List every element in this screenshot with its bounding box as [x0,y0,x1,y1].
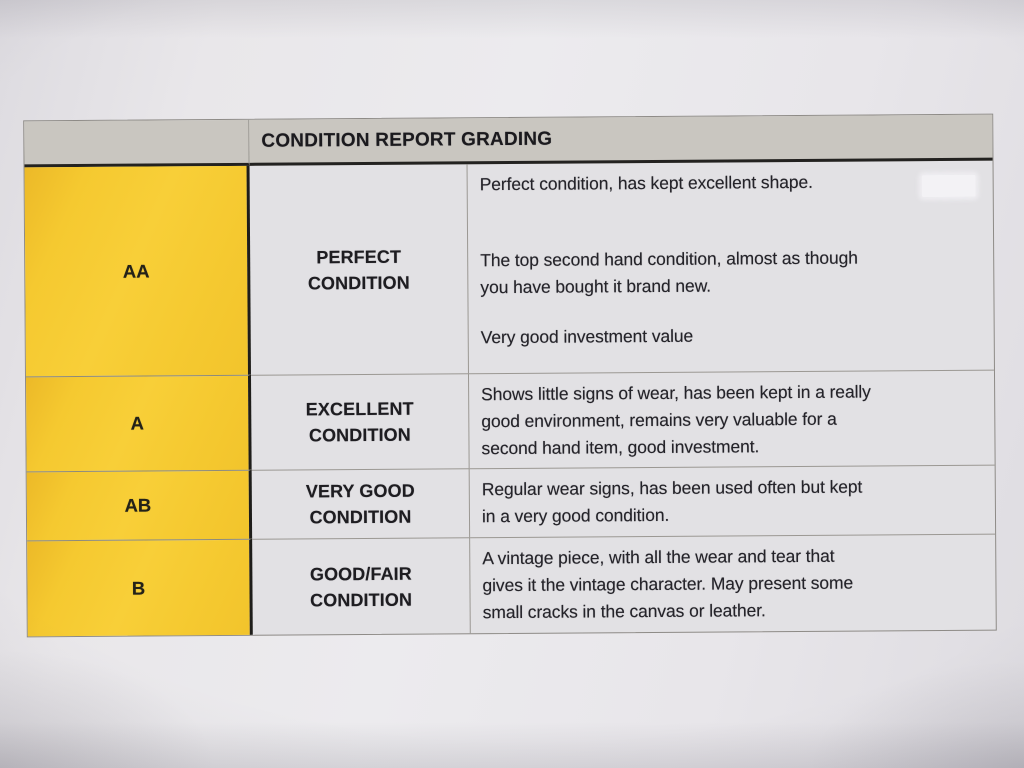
condition-cell-perfect: PERFECT CONDITION [249,164,469,375]
description-cell-b: A vintage piece, with all the wear and t… [470,533,996,634]
grade-label-ab: AB [124,494,152,516]
condition-label-perfect: PERFECT CONDITION [307,246,410,293]
header-spacer-cell [24,119,250,168]
condition-label-excellent: EXCELLENT CONDITION [305,398,414,446]
condition-cell-good-fair: GOOD/FAIR CONDITION [252,537,471,635]
condition-label-very-good: VERY GOOD CONDITION [305,480,415,528]
grade-cell-aa: AA [24,165,251,377]
description-cell-ab: Regular wear signs, has been used often … [469,464,996,538]
condition-cell-very-good: VERY GOOD CONDITION [251,468,471,539]
grade-cell-ab: AB [26,469,253,541]
condition-label-good-fair: GOOD/FAIR CONDITION [309,563,413,610]
condition-cell-excellent: EXCELLENT CONDITION [250,373,470,470]
description-paragraph: Shows little signs of wear, has been kep… [481,381,871,459]
description-paragraph: Perfect condition, has kept excellent sh… [479,171,813,195]
table-title: CONDITION REPORT GRADING [249,114,993,166]
grade-cell-a: A [25,374,252,472]
grade-label-b: B [131,577,146,599]
grade-cell-b: B [27,538,253,637]
description-cell-aa: Perfect condition, has kept excellent sh… [468,161,994,374]
description-paragraph: A vintage piece, with all the wear and t… [482,545,854,623]
grade-label-aa: AA [122,260,150,282]
description-cell-a: Shows little signs of wear, has been kep… [468,369,995,469]
table-title-text: CONDITION REPORT GRADING [261,128,553,152]
description-paragraph: The top second hand condition, almost as… [480,247,858,298]
description-paragraph: Regular wear signs, has been used often … [481,476,863,527]
condition-grading-table: CONDITION REPORT GRADING AA PERFECT COND… [23,113,997,638]
grade-label-a: A [130,412,145,434]
description-paragraph: Very good investment value [480,325,694,348]
